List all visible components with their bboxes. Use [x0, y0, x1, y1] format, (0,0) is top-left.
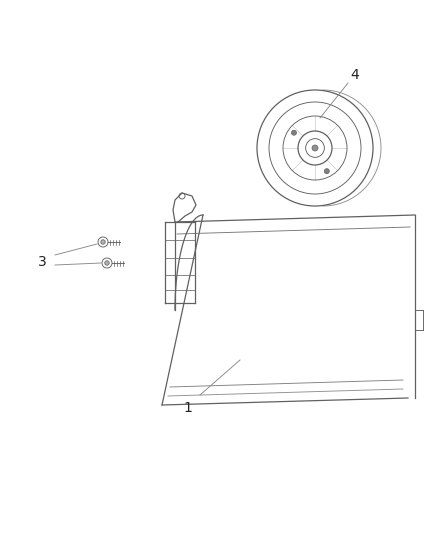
- Text: 1: 1: [184, 401, 192, 415]
- Circle shape: [291, 130, 297, 135]
- Text: 3: 3: [38, 255, 46, 269]
- Circle shape: [312, 145, 318, 151]
- Text: 4: 4: [351, 68, 359, 82]
- Circle shape: [101, 240, 105, 244]
- Circle shape: [105, 261, 109, 265]
- Circle shape: [324, 168, 329, 174]
